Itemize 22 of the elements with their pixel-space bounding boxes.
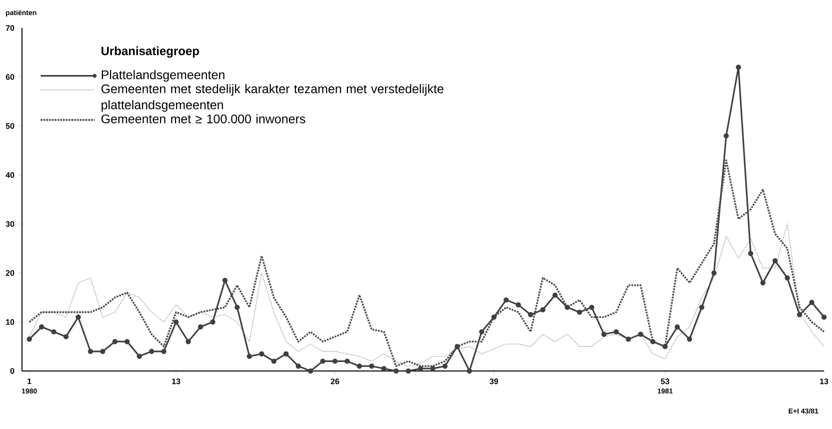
y-tick-label: 10	[6, 319, 14, 325]
y-tick-label: 60	[6, 74, 14, 80]
legend-label: Gemeenten met ≥ 100.000 inwoners	[101, 114, 306, 124]
legend-title: Urbanisatiegroep	[102, 46, 199, 58]
y-tick-label: 50	[6, 123, 14, 129]
x-tick-label: 53	[660, 378, 670, 384]
point	[564, 304, 570, 310]
point	[454, 344, 460, 350]
legend-label: Gemeenten met stedelijk karakter tezamen met verstedelijkte plattelandsgemeenten	[101, 84, 444, 112]
x-tick-label: 1	[28, 378, 32, 384]
y-tick-label: 20	[6, 270, 14, 276]
y-tick-label: 40	[6, 172, 14, 178]
x-tick-label: 26	[330, 378, 340, 384]
point	[650, 339, 656, 344]
y-tick-label: 70	[6, 25, 14, 31]
x-tick-label: 39	[490, 378, 498, 384]
legend-label: Plattelandsgemeenten	[102, 70, 224, 82]
x-tick-label: 13	[172, 378, 180, 384]
y-tick-label: 30	[6, 221, 14, 227]
x-tick-label: 13	[820, 378, 828, 384]
point	[662, 344, 668, 350]
y-tick-label: 0	[10, 368, 14, 374]
